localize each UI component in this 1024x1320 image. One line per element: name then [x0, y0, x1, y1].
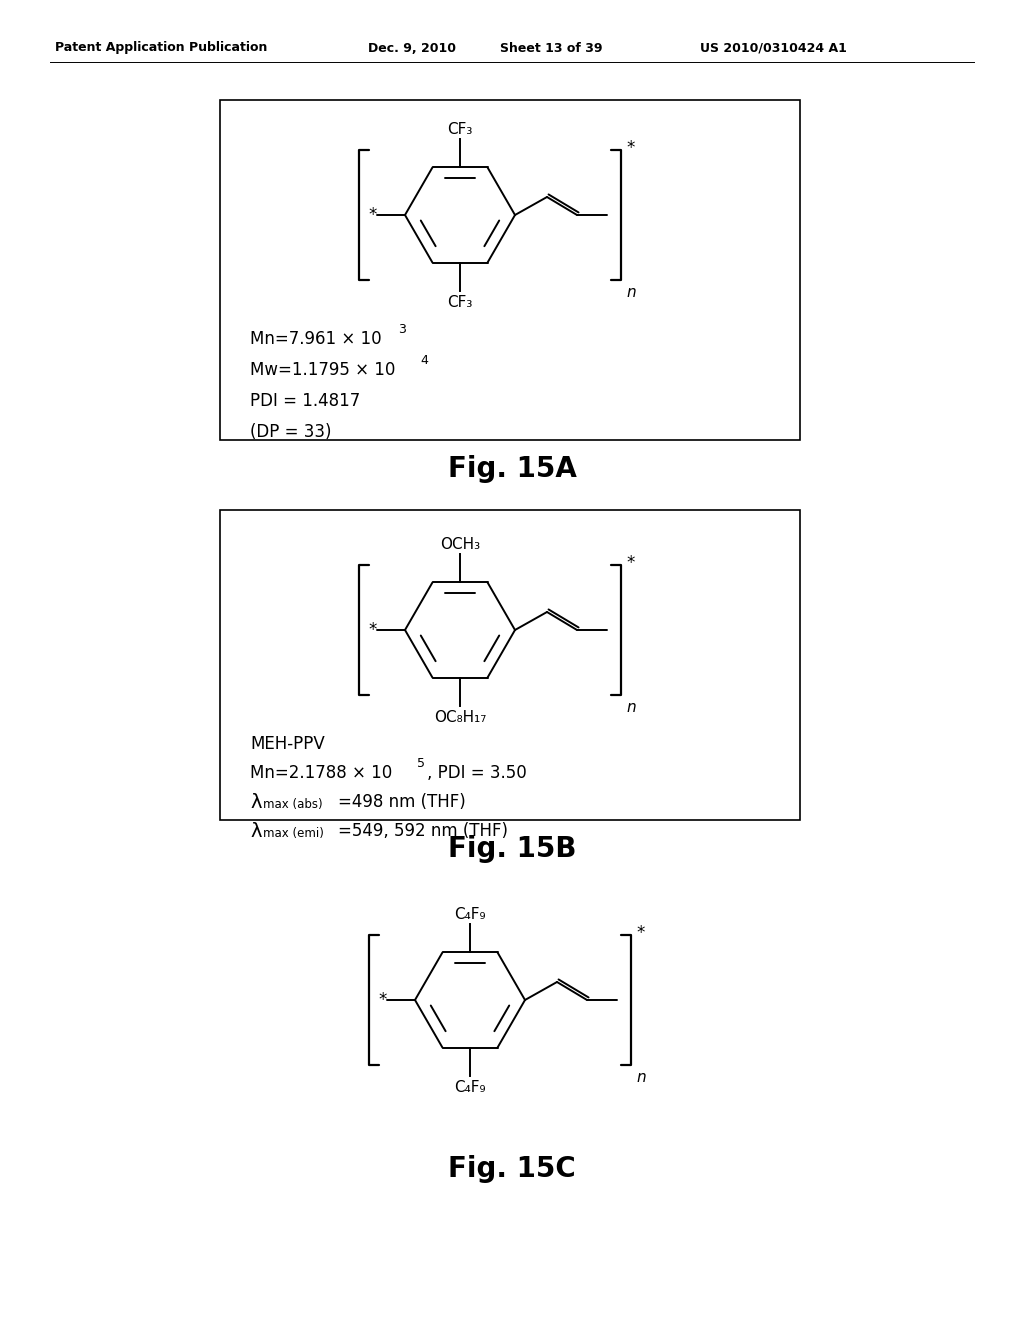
Text: Sheet 13 of 39: Sheet 13 of 39: [500, 41, 602, 54]
Text: C₄F₉: C₄F₉: [455, 907, 485, 923]
Text: OCH₃: OCH₃: [440, 537, 480, 552]
Text: max (abs): max (abs): [263, 799, 323, 810]
Text: =549, 592 nm (THF): =549, 592 nm (THF): [338, 822, 508, 840]
Text: CF₃: CF₃: [447, 294, 473, 310]
Text: 3: 3: [398, 323, 406, 337]
Text: *: *: [369, 620, 377, 639]
Text: Patent Application Publication: Patent Application Publication: [55, 41, 267, 54]
Text: max (emi): max (emi): [263, 828, 324, 840]
Text: *: *: [379, 991, 387, 1008]
Text: OC₈H₁₇: OC₈H₁₇: [434, 710, 486, 725]
Text: =498 nm (THF): =498 nm (THF): [338, 793, 466, 810]
Text: λ: λ: [250, 822, 261, 841]
Text: C₄F₉: C₄F₉: [455, 1080, 485, 1094]
Text: 4: 4: [420, 354, 428, 367]
Text: Fig. 15C: Fig. 15C: [449, 1155, 575, 1183]
Text: 5: 5: [417, 756, 425, 770]
Text: *: *: [636, 924, 644, 942]
Text: Mn=2.1788 × 10: Mn=2.1788 × 10: [250, 764, 392, 781]
Bar: [220, 510, 800, 820]
Text: *: *: [626, 554, 635, 572]
Text: Mn=7.961 × 10: Mn=7.961 × 10: [250, 330, 382, 348]
Text: Mw=1.1795 × 10: Mw=1.1795 × 10: [250, 360, 395, 379]
Text: (DP = 33): (DP = 33): [250, 422, 332, 441]
Text: US 2010/0310424 A1: US 2010/0310424 A1: [700, 41, 847, 54]
Text: Dec. 9, 2010: Dec. 9, 2010: [368, 41, 456, 54]
Text: , PDI = 3.50: , PDI = 3.50: [427, 764, 526, 781]
Text: n: n: [626, 700, 636, 715]
Bar: [220, 100, 800, 440]
Text: MEH-PPV: MEH-PPV: [250, 735, 325, 752]
Text: *: *: [369, 206, 377, 224]
Text: Fig. 15A: Fig. 15A: [447, 455, 577, 483]
Text: *: *: [626, 139, 635, 157]
Text: Fig. 15B: Fig. 15B: [447, 836, 577, 863]
Text: λ: λ: [250, 793, 261, 812]
Text: n: n: [626, 285, 636, 300]
Text: n: n: [636, 1071, 645, 1085]
Text: PDI = 1.4817: PDI = 1.4817: [250, 392, 360, 411]
Text: CF₃: CF₃: [447, 123, 473, 137]
